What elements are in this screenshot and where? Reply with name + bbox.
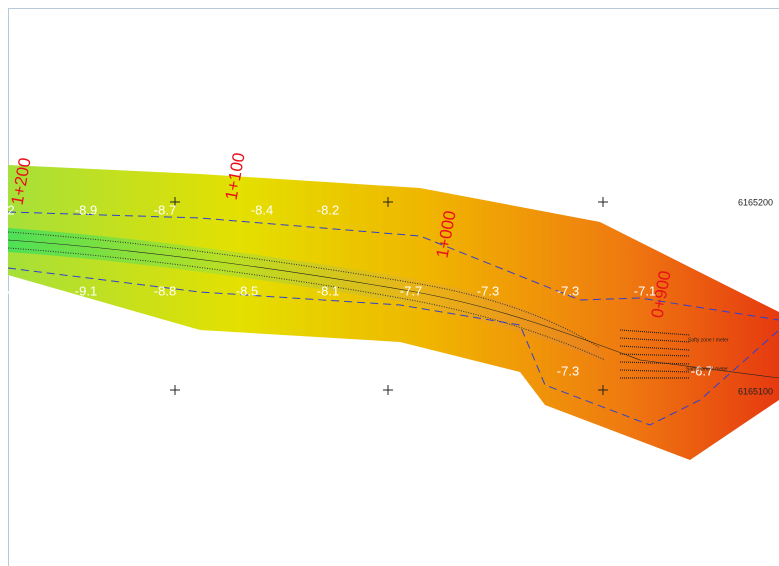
zone-note: Safty zone II meter (686, 366, 728, 372)
depth-label: -8.5 (236, 283, 258, 298)
survey (8, 165, 779, 460)
coordinate-label: 6165100 (738, 386, 773, 396)
depth-label: -8.1 (317, 283, 339, 298)
depth-label: -8.8 (154, 283, 176, 298)
depth-label: 4 (7, 283, 14, 298)
depth-label: -7.7 (400, 283, 422, 298)
channel-edge (8, 247, 606, 361)
depth-label: -7.1 (634, 283, 656, 298)
depth-label: -7.3 (557, 363, 579, 378)
channel (8, 228, 605, 362)
channel-edge (8, 231, 601, 349)
depth-surface (8, 165, 779, 460)
safety-line (8, 267, 779, 426)
depth-label: -8.9 (75, 202, 97, 217)
zone-note: Safty zone I meter (688, 337, 729, 343)
grid-crosses (170, 197, 608, 395)
depth-label: -8.4 (251, 202, 273, 217)
depth-label: 2 (7, 202, 14, 217)
depth-label: -9.1 (75, 283, 97, 298)
safety-line (8, 211, 779, 321)
depth-label: -6.7 (691, 363, 713, 378)
centerline (8, 239, 779, 379)
depth-label: -7.3 (477, 283, 499, 298)
coordinate-label: 6165200 (738, 197, 773, 207)
depth-label: -7.3 (557, 283, 579, 298)
depth-label: -8.2 (317, 202, 339, 217)
depth-label: -8.7 (154, 202, 176, 217)
depth-label: -7.7 (476, 363, 498, 378)
